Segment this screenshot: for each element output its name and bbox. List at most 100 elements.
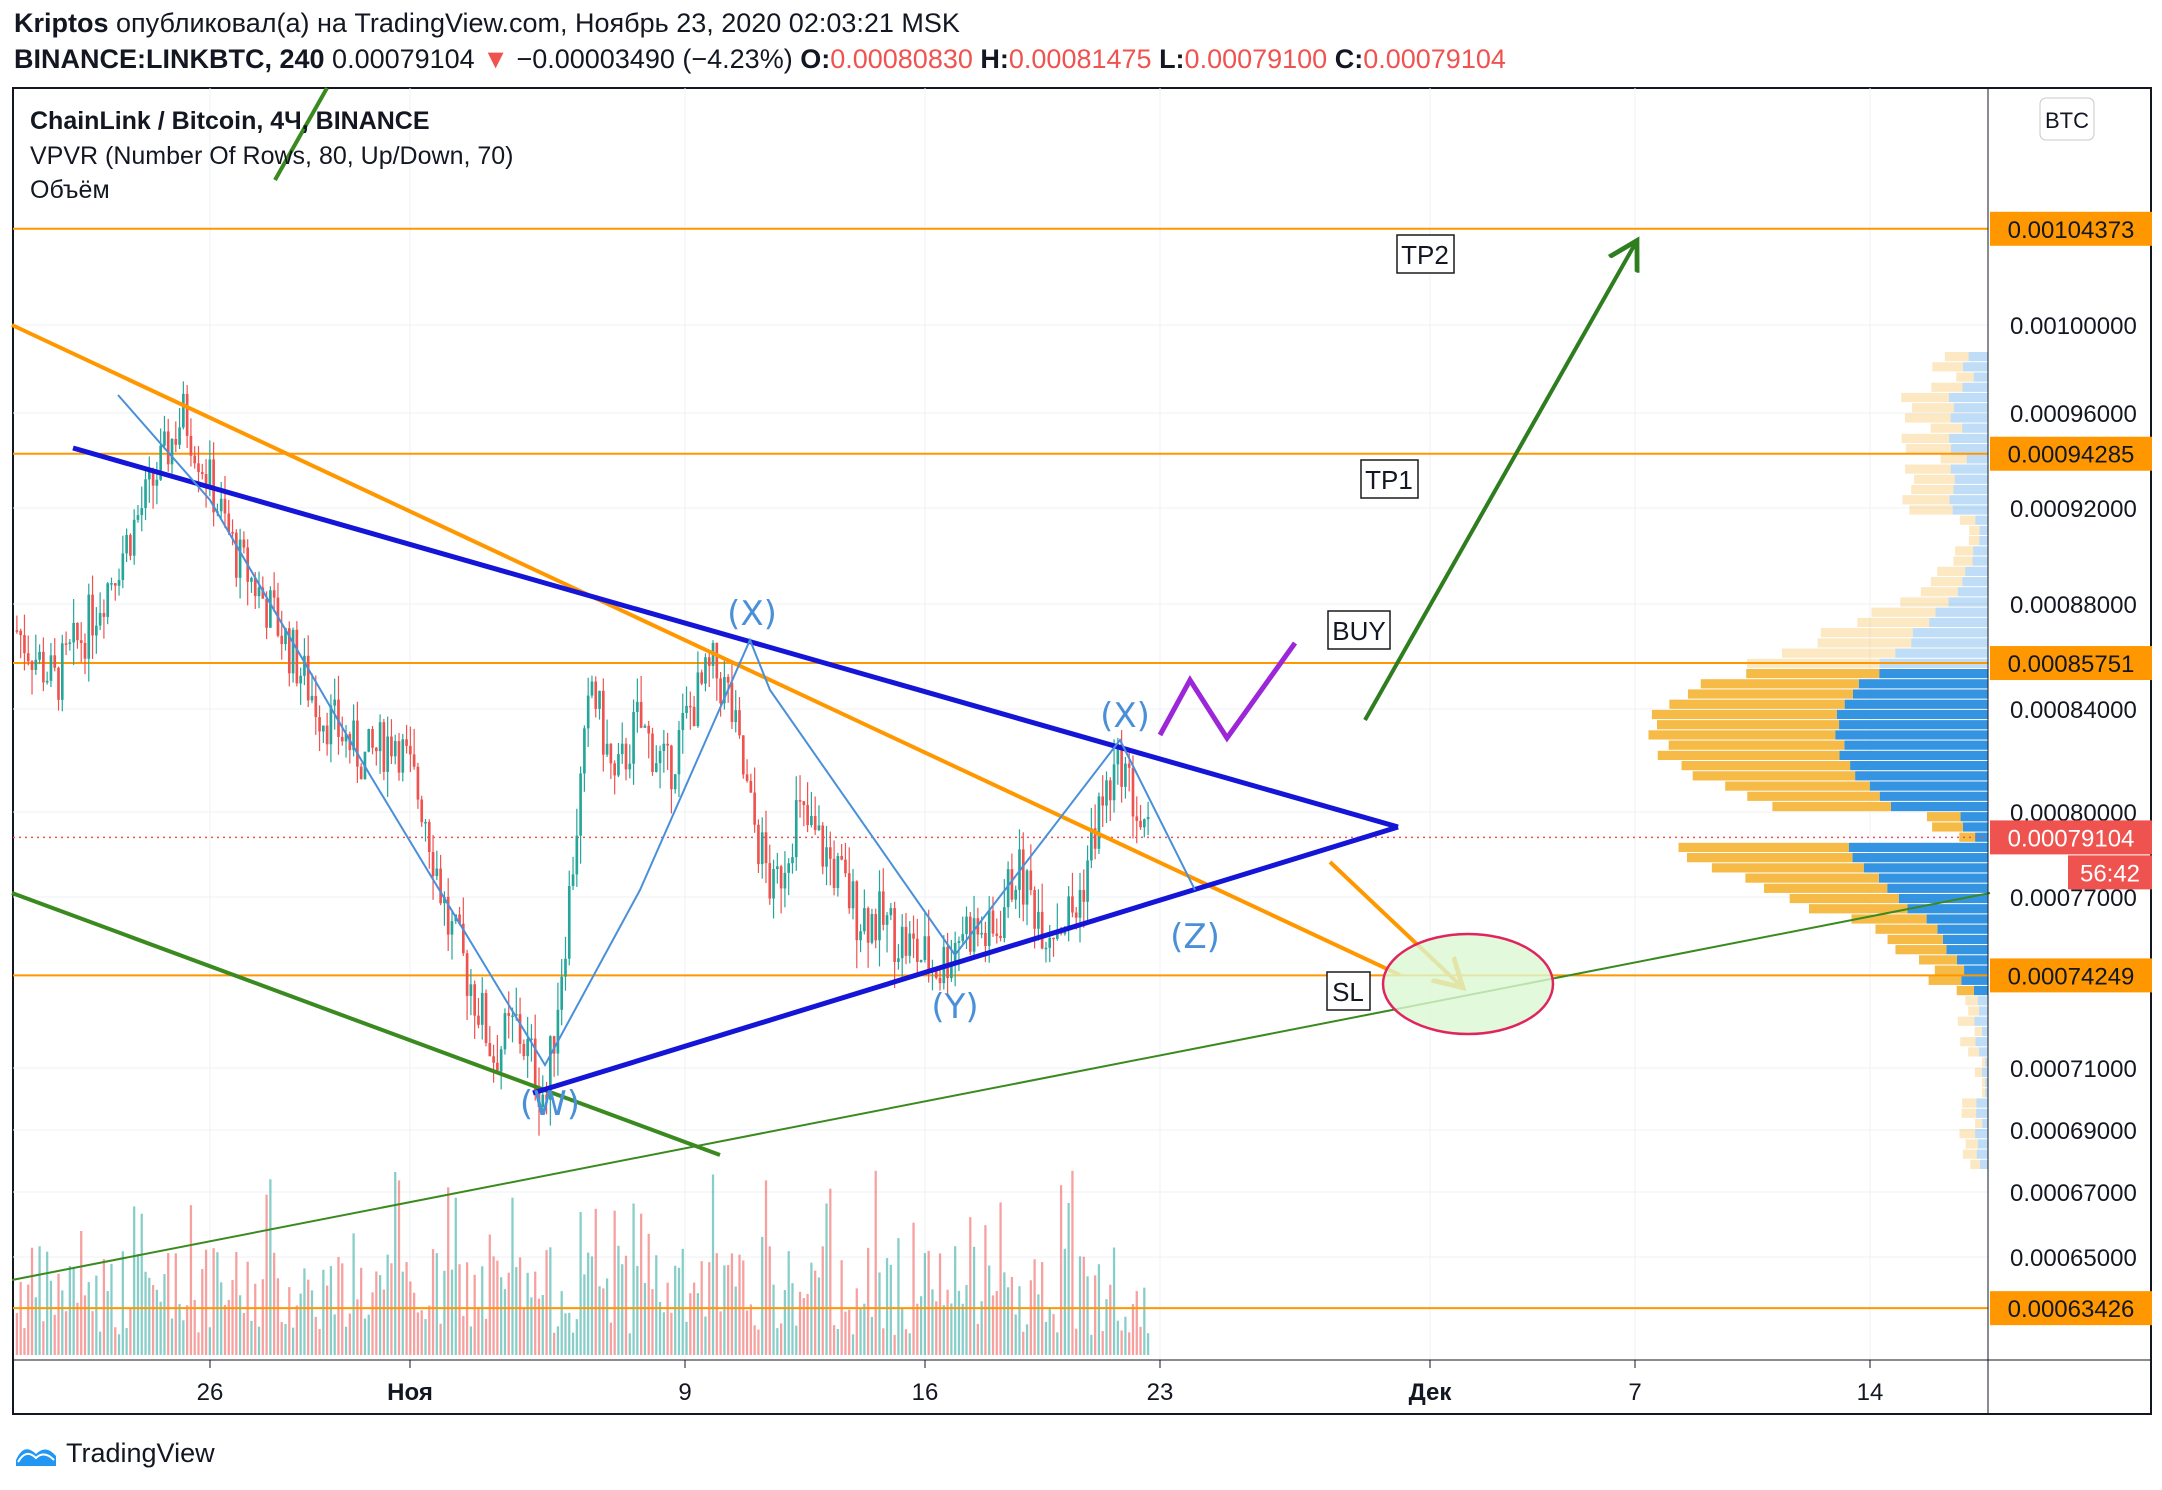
candle-body	[15, 630, 19, 632]
triangle-lower-line	[532, 824, 1399, 1096]
vp-row-up	[1844, 740, 1988, 750]
candle-body	[984, 932, 987, 946]
candle-body	[484, 992, 488, 1043]
volume-bar	[1139, 1326, 1142, 1355]
currency-badge[interactable]	[2039, 97, 2095, 141]
symbol-label: BINANCE:LINKBTC, 240	[14, 44, 325, 74]
volume-bar	[651, 1289, 654, 1355]
volume-bar	[825, 1203, 828, 1355]
volume-bar	[1018, 1286, 1021, 1355]
volume-bar	[102, 1259, 106, 1355]
candle-body	[458, 914, 461, 924]
volume-bar	[791, 1283, 794, 1355]
candle-body	[757, 824, 760, 865]
time-tick-label: 14	[1857, 1379, 1884, 1406]
time-tick-label: Ноя	[387, 1379, 433, 1406]
candle-body	[776, 866, 779, 870]
volume-bar	[87, 1282, 90, 1355]
volume-bar	[1010, 1276, 1014, 1355]
volume-bar	[254, 1283, 257, 1355]
volume-bar	[140, 1213, 143, 1355]
volume-bar	[197, 1332, 200, 1355]
volume-bar	[310, 1290, 314, 1355]
vp-row-down	[1648, 730, 1836, 740]
volume-bar	[560, 1291, 563, 1355]
volume-bar	[1078, 1256, 1082, 1355]
candle-body	[734, 710, 738, 723]
volume-bar	[919, 1296, 923, 1355]
volume-bar	[344, 1326, 348, 1355]
vp-row-down	[1965, 1139, 1978, 1149]
candle-body	[106, 583, 110, 617]
volume-bar	[863, 1303, 866, 1355]
volume-bar	[980, 1301, 983, 1355]
candle-body	[295, 629, 299, 684]
volume-bar	[1048, 1307, 1051, 1355]
volume-bar	[238, 1295, 242, 1355]
candle-body	[919, 959, 923, 962]
candle-body	[98, 613, 102, 626]
vp-row-down	[1982, 1057, 1986, 1067]
volume-bar	[832, 1325, 836, 1355]
candle-body	[953, 942, 957, 963]
tradingview-footer[interactable]: TradingView	[14, 1438, 215, 1469]
vp-row-down	[1686, 853, 1853, 863]
vp-row-down	[1961, 1108, 1977, 1118]
volume-bar	[984, 1225, 987, 1355]
candle-body	[151, 469, 155, 486]
vp-row-up	[1858, 679, 1988, 689]
vp-row-down	[1932, 822, 1963, 832]
volume-bar	[295, 1305, 298, 1355]
candle-body	[878, 891, 881, 941]
volume-bar	[447, 1187, 450, 1355]
candle-body	[972, 918, 976, 952]
candle-body	[817, 825, 821, 831]
candle-body	[764, 832, 768, 864]
vp-row-down	[1905, 464, 1951, 474]
candle-body	[726, 676, 730, 683]
vp-row-up	[1948, 597, 1988, 607]
volume-profile	[1648, 352, 1988, 1169]
candle-body	[545, 1094, 548, 1100]
candle-body	[696, 672, 700, 727]
volume-bar	[761, 1236, 764, 1355]
volume-bar	[867, 1247, 870, 1355]
candle-body	[552, 1036, 556, 1054]
candle-body	[794, 800, 798, 858]
vp-row-down	[1901, 392, 1949, 403]
volume-bar	[738, 1254, 741, 1355]
price-tick-label: 0.00100000	[2010, 313, 2137, 340]
volume-bar	[242, 1313, 246, 1355]
volume-bar	[68, 1266, 71, 1355]
volume-bar	[1128, 1332, 1131, 1355]
volume-bar	[1037, 1294, 1040, 1355]
candle-body	[469, 984, 473, 996]
candle-body	[333, 699, 337, 706]
vp-row-down	[1944, 352, 1969, 362]
candle-body	[38, 651, 41, 660]
candle-body	[745, 774, 749, 781]
volume-bar	[1044, 1321, 1048, 1355]
wave-label-x2: (X)	[1100, 696, 1150, 736]
vp-row-down	[1875, 924, 1938, 934]
volume-bar	[1131, 1303, 1135, 1355]
vp-row-up	[1981, 1026, 1988, 1037]
volume-bar	[530, 1297, 533, 1355]
volume-bar	[647, 1233, 650, 1355]
candle-body	[431, 851, 435, 877]
candle-body	[1006, 869, 1010, 908]
candle-body	[1112, 764, 1116, 801]
volume-bar	[299, 1293, 302, 1355]
volume-bar	[624, 1255, 628, 1355]
candle-body	[49, 655, 53, 681]
candle-body	[715, 642, 719, 679]
candle-body	[916, 938, 919, 962]
volume-bar	[159, 1301, 162, 1355]
candle-body	[723, 676, 726, 704]
volume-bar	[114, 1327, 117, 1355]
volume-bar	[1146, 1333, 1150, 1355]
volume-bar	[42, 1321, 45, 1355]
volume-bar	[76, 1302, 79, 1355]
volume-bar	[484, 1318, 488, 1355]
